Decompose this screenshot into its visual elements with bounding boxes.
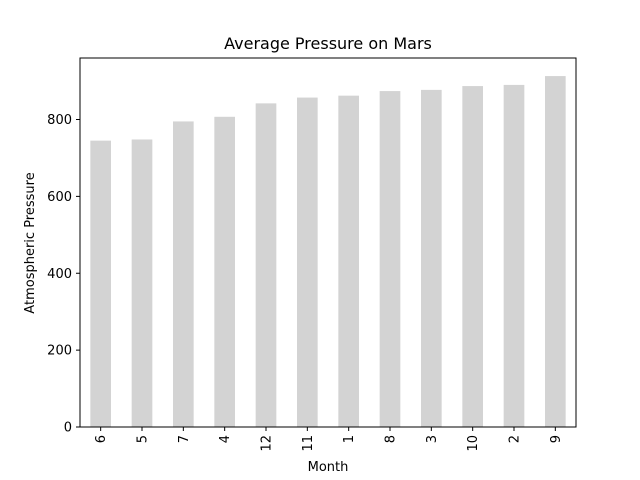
bar-month-2 [503, 84, 525, 427]
x-tick-label: 1 [342, 435, 357, 443]
bar-month-1 [338, 95, 359, 428]
plot-frame [79, 57, 577, 428]
x-axis-title: Month [308, 460, 349, 475]
bar-month-8 [379, 91, 401, 427]
bar-month-5 [131, 139, 153, 428]
bar-month-7 [173, 121, 194, 428]
x-tick-label: 9 [549, 435, 564, 443]
y-tick-label: 200 [47, 344, 72, 359]
chart-title: Average Pressure on Mars [224, 34, 432, 53]
x-tick-label: 10 [466, 435, 481, 452]
x-tick-label: 5 [136, 435, 151, 443]
x-tick-label: 12 [260, 435, 275, 452]
y-ticks-layer: 0 200 400 600 800 [47, 113, 80, 436]
bar-month-6 [90, 140, 111, 427]
x-tick-label: 4 [218, 435, 233, 443]
y-tick-label: 800 [47, 113, 72, 128]
y-axis-title: Atmospheric Pressure [23, 172, 38, 313]
bar-month-12 [255, 103, 277, 428]
bar-month-11 [297, 97, 318, 427]
x-tick-label: 8 [384, 435, 399, 443]
x-tick-label: 7 [177, 435, 192, 443]
bars-layer [90, 76, 566, 428]
x-ticks-layer: 6 5 7 4 12 11 1 8 3 10 2 9 [94, 427, 564, 452]
bar-month-9 [545, 76, 566, 427]
axes-layer [79, 57, 577, 428]
y-tick-label: 400 [47, 267, 72, 282]
y-tick-label: 600 [47, 190, 72, 205]
bar-month-10 [462, 86, 483, 427]
x-tick-label: 11 [301, 435, 316, 452]
bar-month-4 [214, 116, 235, 427]
x-tick-label: 6 [94, 435, 109, 443]
bar-month-3 [421, 89, 442, 428]
x-tick-label: 3 [425, 435, 440, 443]
x-tick-label: 2 [508, 435, 523, 443]
y-tick-label: 0 [64, 421, 72, 436]
